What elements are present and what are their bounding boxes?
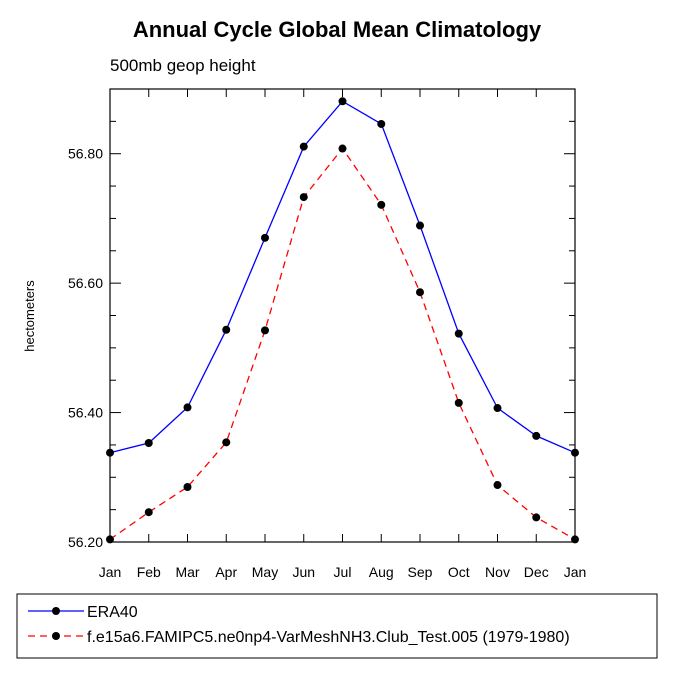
series-line-1 [109,100,576,454]
data-point [222,325,231,334]
data-point [377,119,386,128]
data-point [261,233,269,242]
x-tick-label: Mar [175,564,199,580]
y-tick-label: 56.40 [68,405,103,421]
x-tick-label: Jan [99,564,122,580]
x-tick-label: Jun [292,564,315,580]
data-point [183,403,192,412]
data-point [106,448,114,457]
data-point [299,193,308,202]
data-point [222,438,231,447]
x-tick-label: Oct [448,564,470,580]
data-point [144,508,153,517]
x-tick-label: Apr [215,564,237,580]
legend-marker [52,607,60,615]
y-tick-label: 56.60 [68,275,103,291]
series-points [106,97,579,544]
data-point [454,398,463,407]
data-point [338,144,347,153]
data-point [532,513,541,522]
x-tick-label: Sep [408,564,433,580]
legend-label-2: f.e15a6.FAMIPC5.ne0np4-VarMeshNH3.Club_T… [87,629,570,646]
data-point [532,431,541,440]
y-axis-label: hectometers [22,280,37,352]
data-point [106,535,114,544]
data-point [416,221,424,230]
x-tick-label: Jul [334,564,352,580]
x-tick-label: Jan [564,564,587,580]
axis-tick-labels: Jan Feb Mar Apr May Jun Jul Aug Sep Oct Nov Dec Jan 5… [68,146,586,580]
x-tick-label: Nov [485,564,510,580]
data-point [299,142,308,151]
series-lines [109,100,576,540]
legend-box [16,593,658,659]
x-tick-label: Aug [369,564,394,580]
data-point [454,329,463,338]
y-tick-label: 56.80 [68,146,103,162]
data-point [493,481,502,490]
y-tick-label: 56.20 [68,534,103,550]
data-point [571,535,579,544]
data-point [183,482,192,491]
plot-frame [109,88,576,543]
x-tick-label: Feb [137,564,161,580]
data-point [144,438,153,447]
x-tick-label: May [252,564,278,580]
x-tick-label: Dec [524,564,549,580]
data-point [377,200,386,209]
legend: ERA40 f.e15a6.FAMIPC5.ne0np4-VarMeshNH3.C… [28,604,570,646]
data-point [338,97,347,106]
data-point [493,404,502,413]
data-point [261,326,269,335]
chart-title: Annual Cycle Global Mean Climatology [133,17,542,42]
chart-subtitle: 500mb geop height [110,56,256,75]
data-point [571,448,579,457]
series-line-2 [109,147,576,540]
legend-marker [52,632,60,640]
data-point [416,288,424,297]
axis-ticks [109,88,576,543]
legend-label-1: ERA40 [87,604,138,621]
